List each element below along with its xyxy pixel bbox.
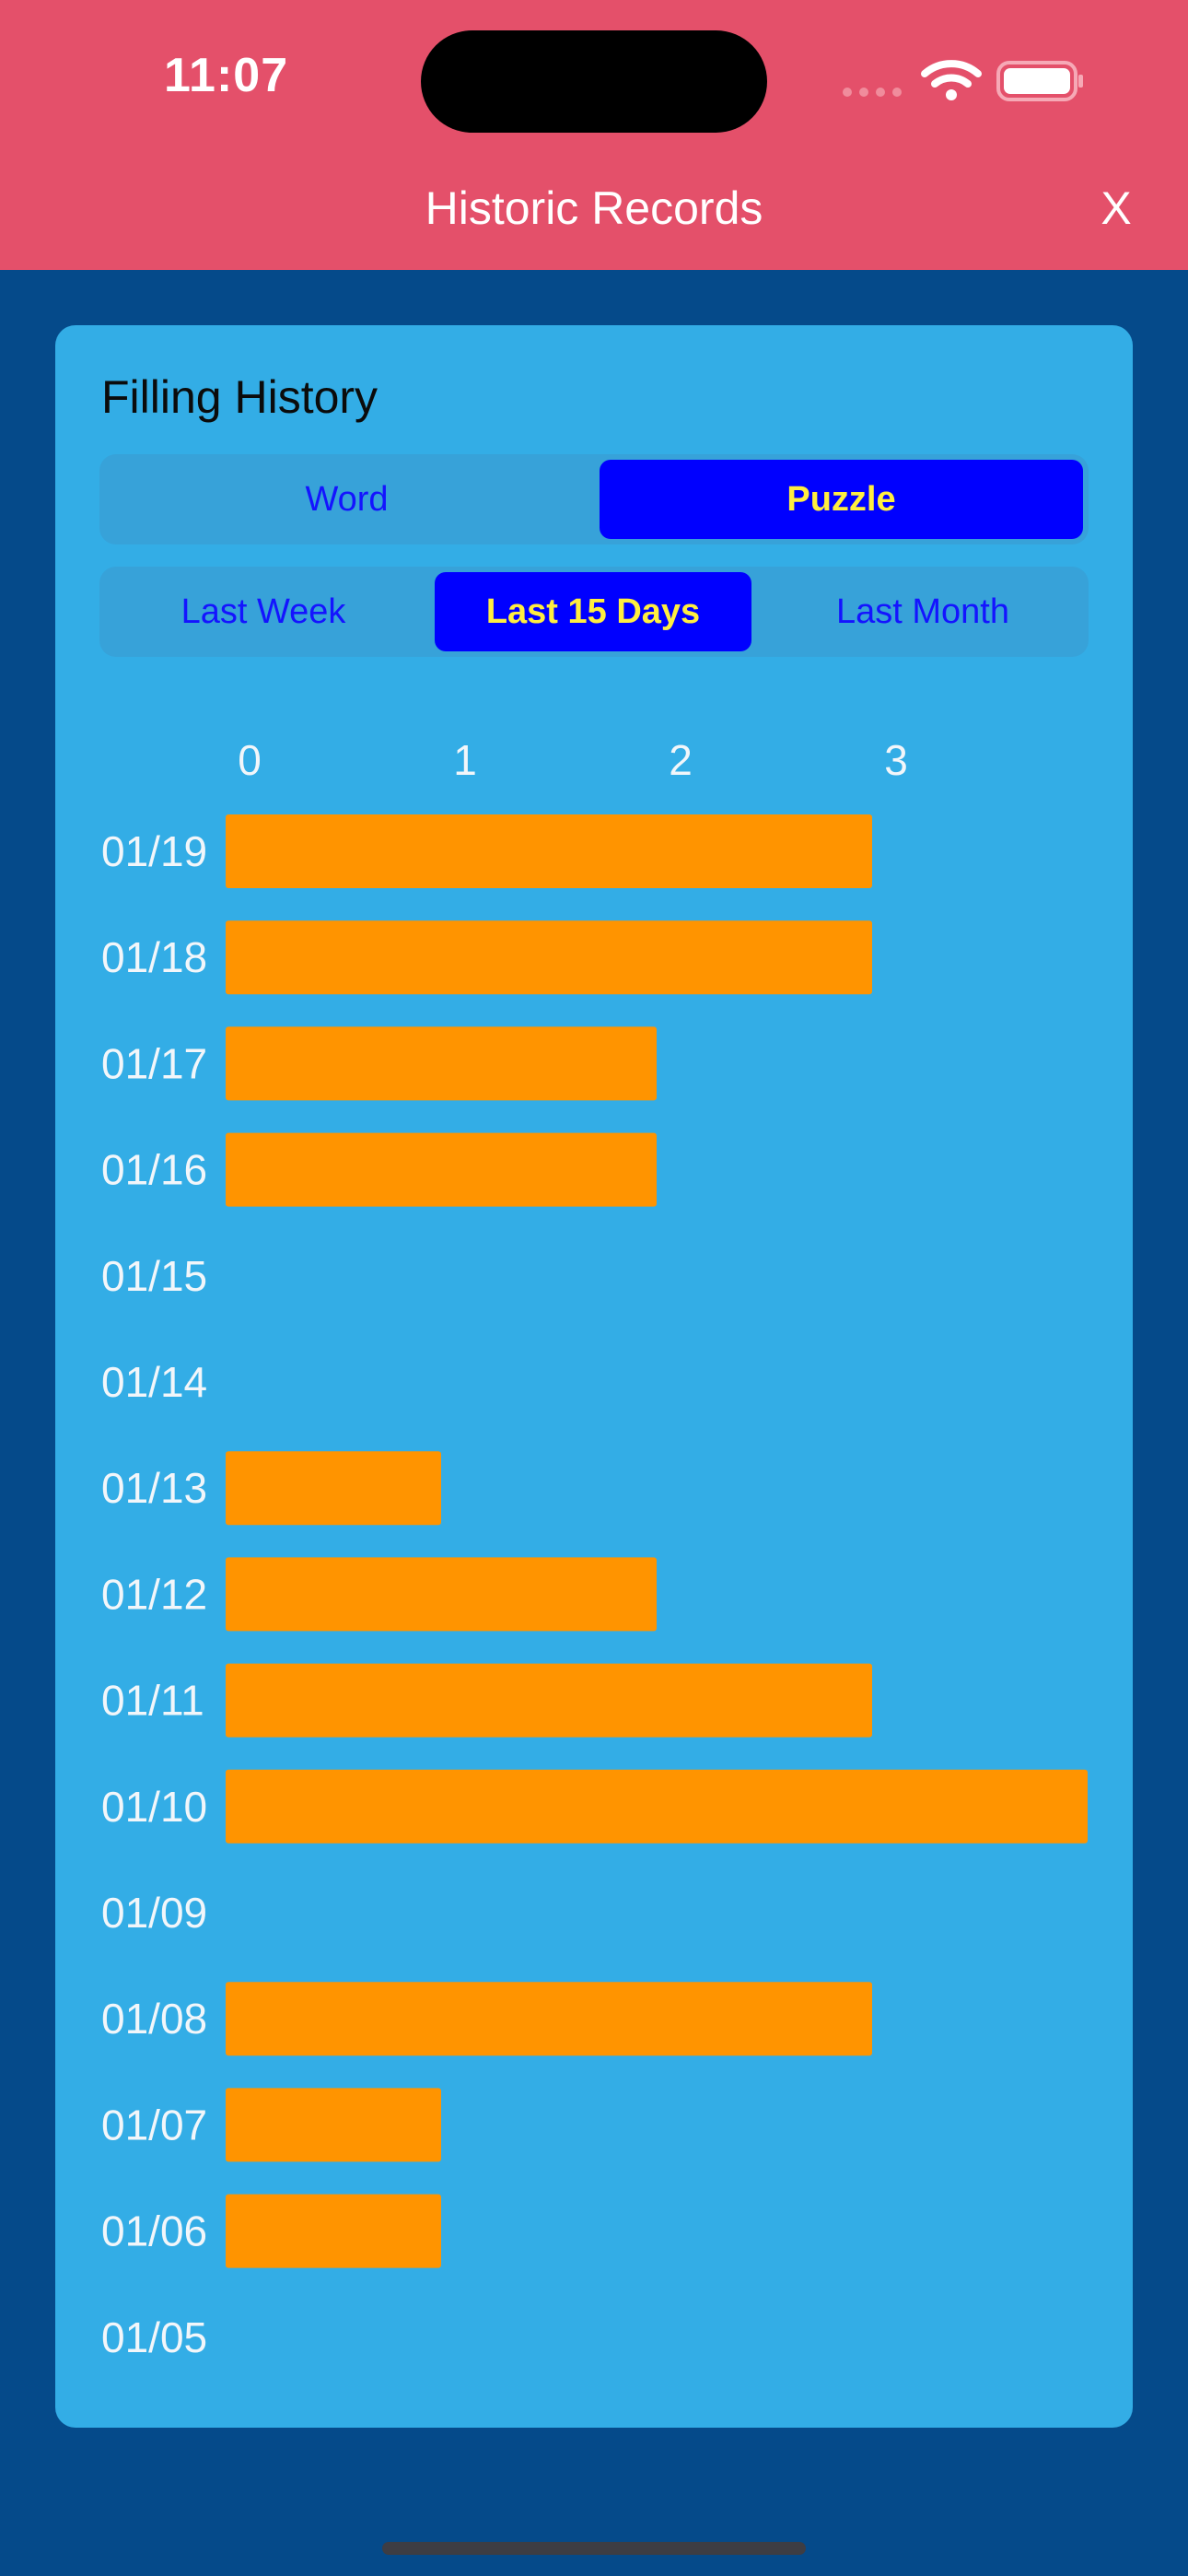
nav-header: 11:07 Historic Records X: [0, 0, 1188, 270]
card-title: Filling History: [101, 371, 379, 423]
bar: [226, 1451, 441, 1526]
category-label: 01/09: [101, 1889, 207, 1937]
range-segmented-control: Last Week Last 15 Days Last Month: [99, 567, 1089, 657]
category-label: 01/16: [101, 1146, 207, 1194]
status-time: 11:07: [164, 49, 289, 102]
category-label: 01/10: [101, 1783, 207, 1831]
category-label: 01/12: [101, 1570, 207, 1618]
bar: [226, 1982, 872, 2056]
battery-icon: [996, 61, 1083, 101]
category-label: 01/06: [101, 2207, 207, 2255]
category-label: 01/08: [101, 1995, 207, 2043]
cellular-signal-icon: [843, 88, 902, 97]
bar: [226, 1769, 1088, 1844]
bar: [226, 1026, 657, 1101]
tab-last-month[interactable]: Last Month: [836, 592, 1009, 631]
x-tick-label: 3: [884, 736, 908, 784]
x-tick-label: 0: [238, 736, 262, 784]
category-label: 01/17: [101, 1039, 207, 1087]
tab-last-15-days[interactable]: Last 15 Days: [435, 572, 751, 651]
page-title: Historic Records: [425, 182, 763, 234]
category-label: 01/05: [101, 2313, 207, 2361]
bar: [226, 1132, 657, 1207]
filling-history-card: Filling History Word Puzzle Last Week La…: [55, 325, 1133, 2428]
dynamic-island: [421, 30, 767, 133]
tab-word[interactable]: Word: [305, 480, 389, 519]
type-segmented-control: Word Puzzle: [99, 454, 1089, 544]
bar: [226, 1557, 657, 1632]
tab-last-week[interactable]: Last Week: [181, 592, 346, 631]
category-label: 01/13: [101, 1464, 207, 1512]
category-label: 01/15: [101, 1252, 207, 1300]
wifi-icon: [921, 60, 982, 100]
bar: [226, 920, 872, 995]
home-indicator[interactable]: [382, 2542, 806, 2555]
x-tick-label: 1: [453, 736, 477, 784]
category-label: 01/07: [101, 2101, 207, 2149]
category-label: 01/18: [101, 933, 207, 981]
category-label: 01/11: [101, 1677, 204, 1725]
bar: [226, 2194, 441, 2268]
bar: [226, 814, 872, 888]
tab-puzzle[interactable]: Puzzle: [600, 460, 1083, 539]
bar: [226, 2088, 441, 2162]
x-tick-label: 2: [669, 736, 693, 784]
close-button[interactable]: X: [1101, 182, 1132, 234]
category-label: 01/14: [101, 1358, 207, 1406]
bar: [226, 1663, 872, 1738]
category-label: 01/19: [101, 827, 207, 875]
